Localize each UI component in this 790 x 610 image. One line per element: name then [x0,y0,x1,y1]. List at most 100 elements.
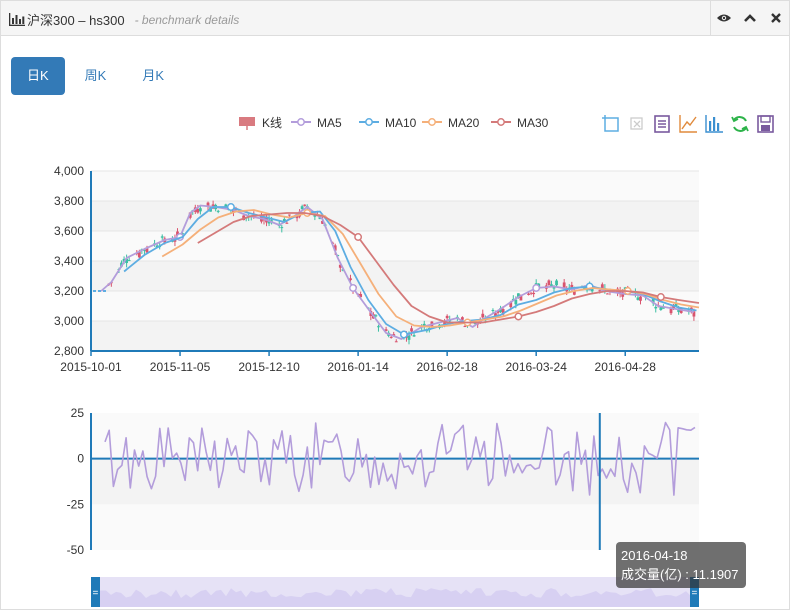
candle-body [598,290,602,292]
close-button[interactable] [763,1,789,35]
candle-body [550,284,553,286]
candle-body [590,288,594,292]
legend-item-ma30[interactable]: MA30 [491,116,549,130]
x-tick-label: 2016-03-24 [505,360,567,374]
candle-body [532,292,536,295]
grid-band [91,201,699,231]
refresh-button[interactable] [731,116,749,132]
legend-label-ma20: MA20 [448,116,480,130]
candle-body [206,202,210,208]
legend-item-ma10[interactable]: MA10 [359,116,417,130]
zoom-icon [602,115,619,132]
save-button[interactable] [757,115,774,133]
bar-chart-icon [705,115,723,133]
candle-body [669,307,673,314]
candle-body [389,336,393,338]
candle-body [651,298,655,304]
toolbox [602,115,774,133]
series-marker [349,284,357,292]
candle-body [196,208,200,213]
tab-weekly-k[interactable]: 周K [84,68,107,83]
legend-label-kline: K线 [262,116,282,130]
candle-body [600,284,604,290]
candle-body [572,291,576,295]
candle-body [198,208,202,212]
grid-band [91,171,699,201]
chart-canvas: K线 MA5 MA10 MA20 MA30 [54,115,774,607]
legend-label-ma10: MA10 [385,116,417,130]
legend-item-kline[interactable]: K线 [239,116,282,130]
candle-body [463,326,467,328]
panel-title: 沪深300 – hs300 - benchmark details [9,10,239,29]
candle-body [692,311,696,317]
line-chart-button[interactable] [679,115,697,133]
candle-body [636,297,640,300]
series-line-ma20 [161,209,700,328]
candle-body [394,341,398,343]
candle-body [224,204,228,208]
candle-body [349,278,352,281]
panel-subtitle: - benchmark details [134,12,240,27]
candle-body [333,245,337,251]
series-marker [532,284,541,292]
candle-body [145,247,149,253]
series-marker [399,330,408,339]
tooltip-date: 2016-04-18 [621,548,688,563]
data-view-button[interactable] [654,115,670,133]
candle-body [529,292,533,294]
candle-body [384,329,388,332]
data-zoom-selection[interactable] [99,577,691,607]
y-tick-label: 25 [71,406,85,420]
candle-body [160,236,164,238]
candle-body [514,299,518,305]
line-chart-icon [679,115,697,133]
grid-band [91,413,699,459]
candle-body [280,227,284,229]
candle-body [410,328,413,332]
y-tick-label: 3,200 [54,284,84,298]
candle-body [555,280,558,286]
series-marker [514,312,523,321]
refresh-icon [731,116,749,132]
candle-body [303,204,307,206]
candle-body [443,320,447,325]
tab-daily-k[interactable]: 日K [11,57,65,95]
x-tick-label: 2015-10-01 [60,360,122,374]
series-marker [656,293,665,301]
legend-item-ma5[interactable]: MA5 [291,116,342,130]
y-tick-label: 3,400 [54,254,84,268]
tab-monthly-k[interactable]: 月K [142,68,165,83]
candle-body [661,306,665,309]
zoom-button[interactable] [602,115,619,132]
header-buttons [710,1,789,35]
volume-line-chart: 25 0 -25 -50 [67,406,699,557]
data-zoom-handle-left[interactable] [91,577,100,607]
candle-body [527,293,530,295]
series-marker [354,233,363,241]
x-tick-label: 2016-04-28 [595,360,657,374]
candle-body [461,317,464,320]
panel-title-text: 沪深300 – hs300 [27,13,125,28]
data-zoom-handle-right[interactable] [690,577,699,607]
candle-body [359,294,363,298]
bar-chart-button[interactable] [705,115,723,133]
legend-item-ma20[interactable]: MA20 [422,116,480,130]
x-tick-label: 2015-11-05 [150,360,211,374]
zoom-reset-icon [630,117,643,130]
candle-body [496,310,500,313]
candle-body [321,220,324,224]
y-tick-label: 4,000 [54,164,84,178]
tooltip-value: 成交量(亿) : 11.1907 [621,567,739,582]
collapse-button[interactable] [737,1,763,35]
candle-body [285,222,289,224]
data-zoom-shadow [91,588,699,607]
eye-button[interactable] [711,1,737,35]
x-tick-label: 2016-02-18 [416,360,478,374]
zoom-reset-button[interactable] [630,117,643,130]
data-view-icon [654,115,670,133]
y-tick-label: -50 [67,543,85,557]
candle-body [659,306,663,311]
save-icon [757,115,774,133]
candle-body [621,292,625,297]
